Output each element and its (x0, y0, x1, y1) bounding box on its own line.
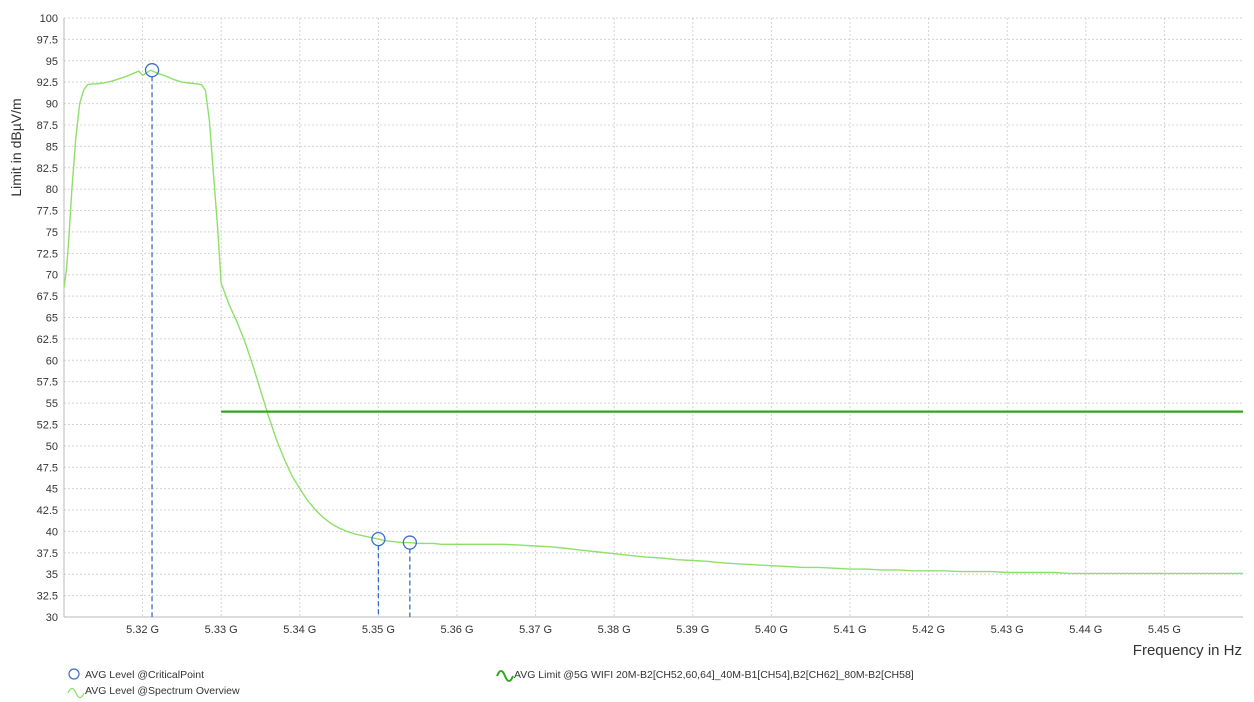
x-tick-label: 5.34 G (283, 624, 316, 636)
legend-label-spectrum-overview: AVG Level @Spectrum Overview (85, 685, 240, 697)
y-tick-label: 82.5 (37, 163, 58, 175)
spectrum-line (63, 69, 1243, 575)
y-tick-label: 37.5 (37, 548, 58, 560)
grid (63, 17, 1243, 618)
legend-label-critical-point: AVG Level @CriticalPoint (85, 669, 204, 681)
y-tick-label: 32.5 (37, 591, 58, 603)
critical-point-marker (144, 63, 160, 78)
circle-marker-icon (68, 668, 80, 680)
y-tick-label: 55 (46, 398, 58, 410)
y-tick-label: 92.5 (37, 77, 58, 89)
x-tick-label: 5.40 G (755, 624, 788, 636)
light-green-wave-icon (67, 687, 85, 699)
y-tick-label: 70 (46, 270, 58, 282)
y-axis-ticks: 30 32.5 35 37.5 40 42.5 45 47.5 50 52.5 55 57.5 60 62… (37, 13, 58, 624)
x-tick-label: 5.37 G (519, 624, 552, 636)
y-tick-label: 62.5 (37, 334, 58, 346)
y-axis-label: Limit in dBµV/m (8, 98, 24, 196)
critical-point-marker (402, 535, 417, 550)
y-tick-label: 65 (46, 313, 58, 325)
x-tick-label: 5.32 G (126, 624, 159, 636)
x-tick-label: 5.36 G (440, 624, 473, 636)
y-tick-label: 47.5 (37, 462, 58, 474)
y-tick-label: 72.5 (37, 248, 58, 260)
x-tick-label: 5.39 G (676, 624, 709, 636)
y-tick-label: 67.5 (37, 291, 58, 303)
x-tick-label: 5.42 G (912, 624, 945, 636)
y-tick-label: 75 (46, 227, 58, 239)
x-tick-label: 5.35 G (362, 624, 395, 636)
y-tick-label: 57.5 (37, 377, 58, 389)
x-tick-label: 5.43 G (991, 624, 1024, 636)
legend-label-avg-limit: AVG Limit @5G WIFI 20M-B2[CH52,60,64]_40… (514, 669, 914, 681)
x-tick-label: 5.38 G (598, 624, 631, 636)
x-axis-label: Frequency in Hz (1133, 642, 1242, 659)
series-layer (63, 69, 1243, 575)
x-tick-label: 5.33 G (205, 624, 238, 636)
y-tick-label: 30 (46, 612, 58, 624)
critical-point-markers (144, 63, 417, 617)
y-tick-label: 80 (46, 184, 58, 196)
legend: AVG Level @CriticalPoint AVG Level @Spect… (67, 668, 914, 699)
y-tick-label: 40 (46, 526, 58, 538)
y-tick-label: 87.5 (37, 120, 58, 132)
y-tick-label: 77.5 (37, 206, 58, 218)
y-tick-label: 45 (46, 484, 58, 496)
x-tick-label: 5.41 G (833, 624, 866, 636)
x-tick-label: 5.45 G (1148, 624, 1181, 636)
y-tick-label: 50 (46, 441, 58, 453)
dark-green-wave-icon (496, 670, 514, 682)
y-tick-label: 52.5 (37, 419, 58, 431)
x-axis-ticks: 5.32 G 5.33 G 5.34 G 5.35 G 5.36 G 5.37 G 5.38… (126, 624, 1181, 636)
y-tick-label: 95 (46, 56, 58, 68)
x-tick-label: 5.44 G (1069, 624, 1102, 636)
y-tick-label: 90 (46, 99, 58, 111)
y-tick-label: 85 (46, 141, 58, 153)
y-tick-label: 42.5 (37, 505, 58, 517)
critical-point-marker (371, 531, 386, 547)
y-tick-label: 35 (46, 569, 58, 581)
y-tick-label: 100 (40, 13, 58, 25)
y-tick-label: 97.5 (37, 34, 58, 46)
y-tick-label: 60 (46, 355, 58, 367)
